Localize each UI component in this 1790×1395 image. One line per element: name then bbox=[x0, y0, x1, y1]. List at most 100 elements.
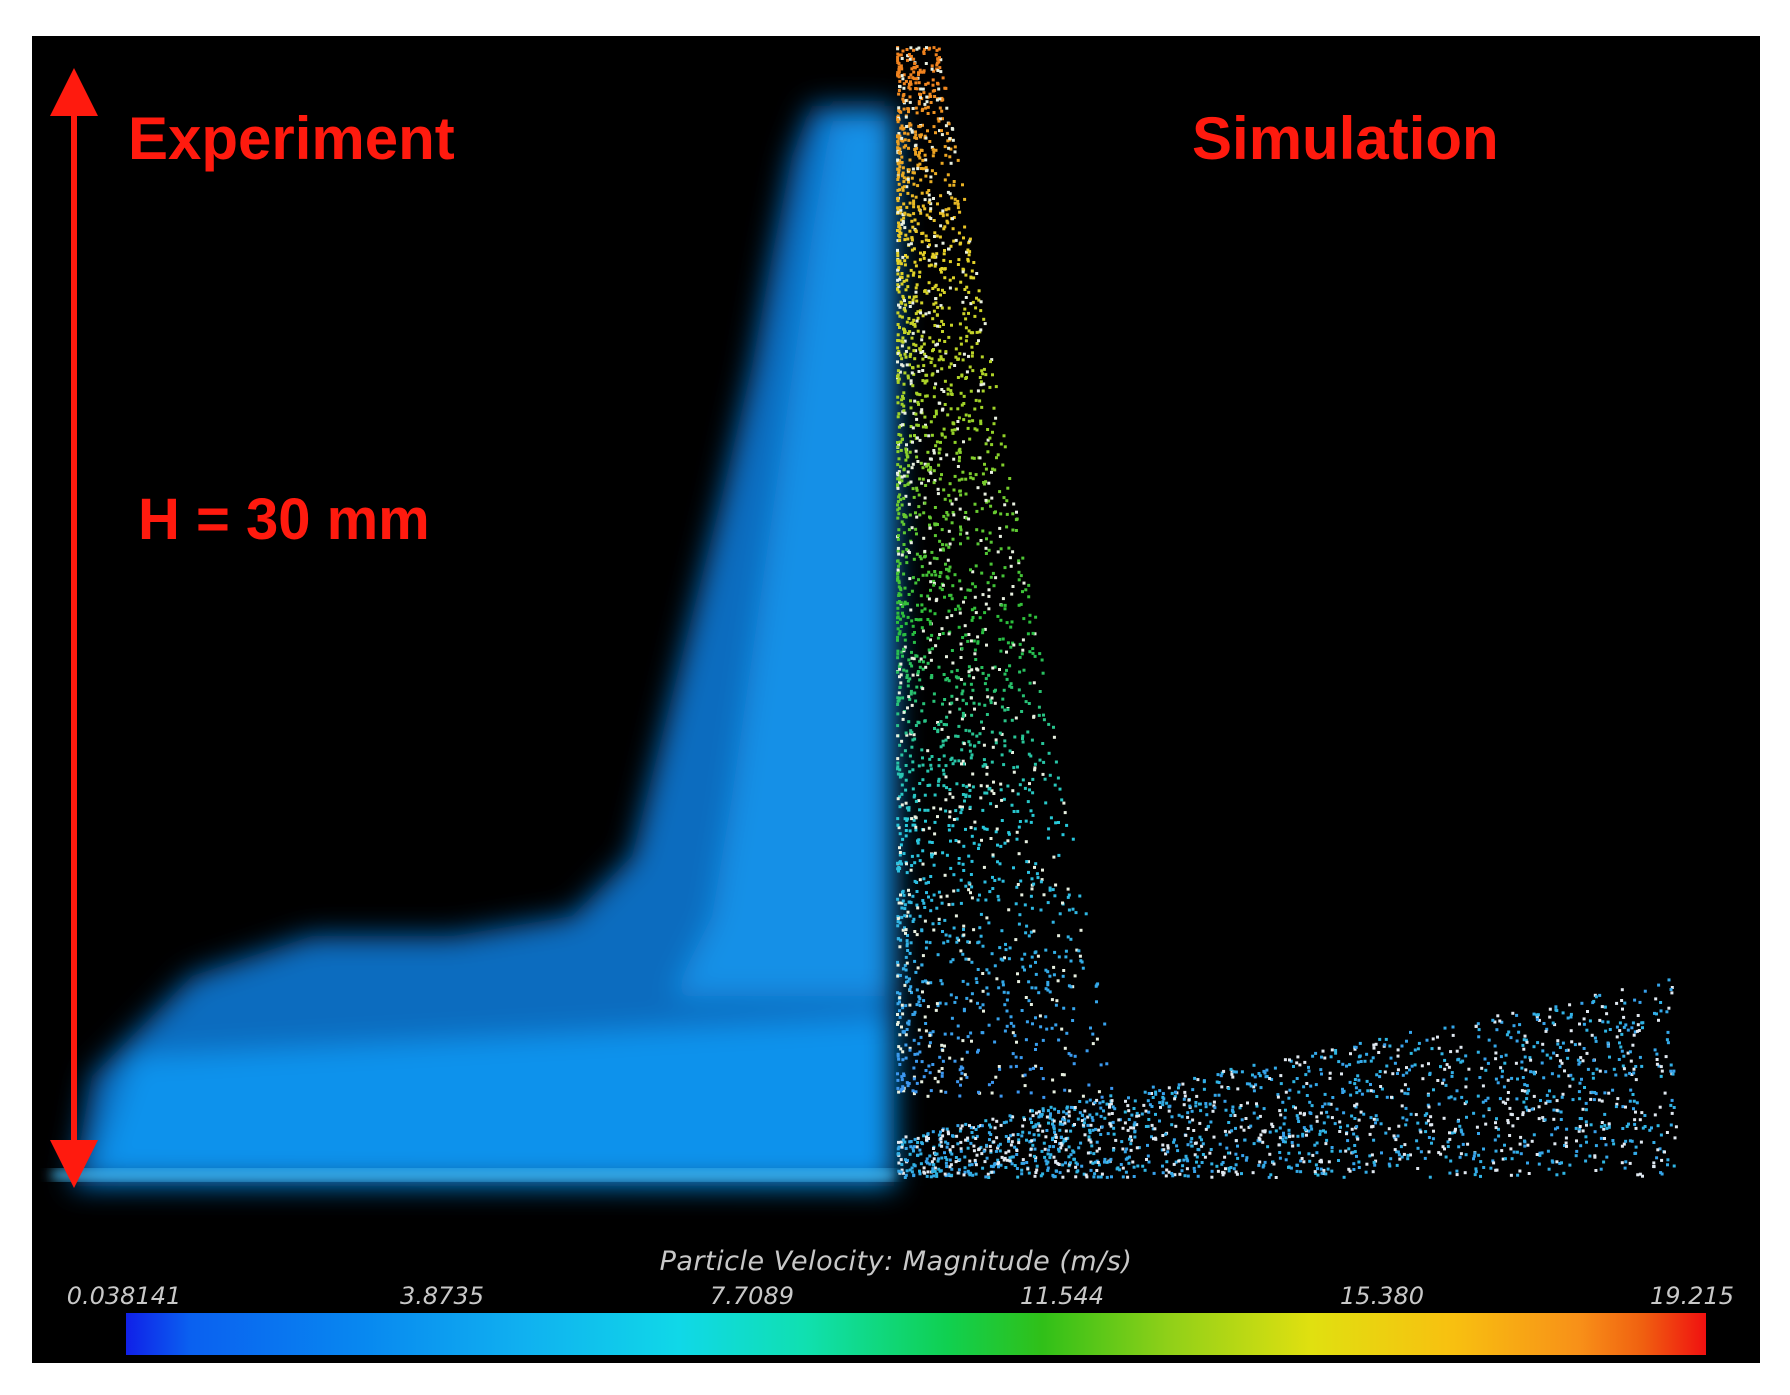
particle bbox=[1510, 1113, 1514, 1117]
particle bbox=[897, 68, 901, 72]
particle bbox=[1022, 1161, 1026, 1165]
particle bbox=[979, 422, 983, 426]
particle bbox=[969, 682, 973, 686]
particle bbox=[1353, 1144, 1357, 1147]
particle bbox=[1061, 1122, 1065, 1126]
particle bbox=[989, 1164, 993, 1168]
particle bbox=[1016, 1090, 1020, 1094]
particle bbox=[1088, 1151, 1092, 1155]
particle bbox=[910, 238, 914, 242]
particle bbox=[974, 977, 978, 981]
particle bbox=[1603, 1112, 1607, 1116]
particle bbox=[1018, 913, 1022, 917]
particle bbox=[936, 82, 940, 86]
particle bbox=[1236, 1144, 1239, 1148]
particle bbox=[1227, 1166, 1231, 1170]
particle bbox=[969, 389, 973, 393]
particle bbox=[1581, 1059, 1585, 1063]
particle bbox=[1397, 1124, 1401, 1128]
particle bbox=[915, 47, 919, 51]
particle bbox=[932, 451, 936, 455]
particle bbox=[1503, 1143, 1506, 1147]
particle bbox=[901, 696, 905, 700]
particle bbox=[1021, 737, 1024, 741]
particle bbox=[1068, 1089, 1072, 1093]
particle bbox=[1230, 1069, 1234, 1073]
particle bbox=[1427, 1136, 1431, 1139]
particle bbox=[1015, 1153, 1019, 1156]
particle bbox=[951, 902, 955, 906]
particle bbox=[913, 218, 917, 222]
particle bbox=[1638, 1172, 1642, 1176]
particle bbox=[1628, 1099, 1632, 1103]
particle bbox=[958, 322, 962, 326]
particle bbox=[909, 1145, 913, 1149]
particle bbox=[1523, 1089, 1527, 1093]
particle bbox=[958, 450, 962, 454]
particle bbox=[923, 207, 927, 211]
particle bbox=[1119, 1163, 1123, 1166]
particle bbox=[917, 46, 921, 50]
particle bbox=[932, 1174, 936, 1178]
particle bbox=[1065, 823, 1069, 827]
particle bbox=[1359, 1110, 1363, 1114]
particle bbox=[1033, 654, 1037, 658]
particle bbox=[992, 1170, 996, 1174]
particle bbox=[902, 296, 906, 300]
particle bbox=[896, 917, 900, 921]
particle bbox=[1305, 1082, 1309, 1085]
particle bbox=[1283, 1058, 1287, 1062]
particle bbox=[953, 201, 957, 205]
particle bbox=[900, 475, 904, 479]
particle bbox=[1372, 1089, 1375, 1093]
particle bbox=[1130, 1113, 1134, 1117]
particle bbox=[907, 695, 911, 699]
particle bbox=[896, 373, 900, 377]
particle bbox=[1044, 801, 1048, 805]
particle bbox=[1063, 811, 1067, 815]
particle bbox=[935, 1002, 939, 1006]
particle bbox=[1314, 1163, 1318, 1167]
particle bbox=[1202, 1087, 1206, 1091]
particle bbox=[1180, 1169, 1184, 1173]
particle bbox=[1449, 1095, 1453, 1099]
particle bbox=[906, 58, 909, 62]
particle bbox=[1127, 1109, 1131, 1113]
particle bbox=[1380, 1087, 1384, 1091]
particle bbox=[963, 1155, 967, 1159]
particle bbox=[935, 98, 939, 102]
particle bbox=[898, 277, 902, 281]
particle bbox=[1010, 1140, 1014, 1144]
particle bbox=[981, 472, 985, 476]
particle bbox=[1170, 1091, 1174, 1095]
particle bbox=[1628, 1050, 1632, 1054]
particle bbox=[960, 807, 964, 811]
particle bbox=[925, 46, 928, 50]
particle bbox=[939, 270, 943, 274]
particle bbox=[1416, 1146, 1420, 1150]
particle bbox=[897, 564, 900, 568]
particle bbox=[1244, 1117, 1248, 1120]
particle bbox=[973, 648, 977, 652]
particle bbox=[1372, 1117, 1376, 1121]
particle bbox=[1403, 1083, 1407, 1087]
particle bbox=[1057, 1110, 1060, 1113]
particle bbox=[1060, 798, 1064, 802]
particle bbox=[1392, 1134, 1396, 1138]
particle bbox=[898, 617, 902, 621]
particle bbox=[1128, 1137, 1131, 1141]
particle bbox=[909, 480, 913, 484]
particle bbox=[1038, 1124, 1042, 1128]
particle bbox=[1504, 1053, 1508, 1057]
particle bbox=[946, 387, 950, 391]
particle bbox=[1167, 1170, 1171, 1174]
particle bbox=[910, 817, 914, 821]
particle bbox=[917, 370, 921, 373]
particle bbox=[1071, 1019, 1075, 1022]
particle bbox=[1204, 1127, 1208, 1131]
particle bbox=[908, 677, 912, 681]
particle bbox=[918, 1050, 922, 1054]
particle bbox=[1097, 1147, 1101, 1151]
particle bbox=[896, 576, 900, 579]
particle bbox=[897, 433, 901, 436]
